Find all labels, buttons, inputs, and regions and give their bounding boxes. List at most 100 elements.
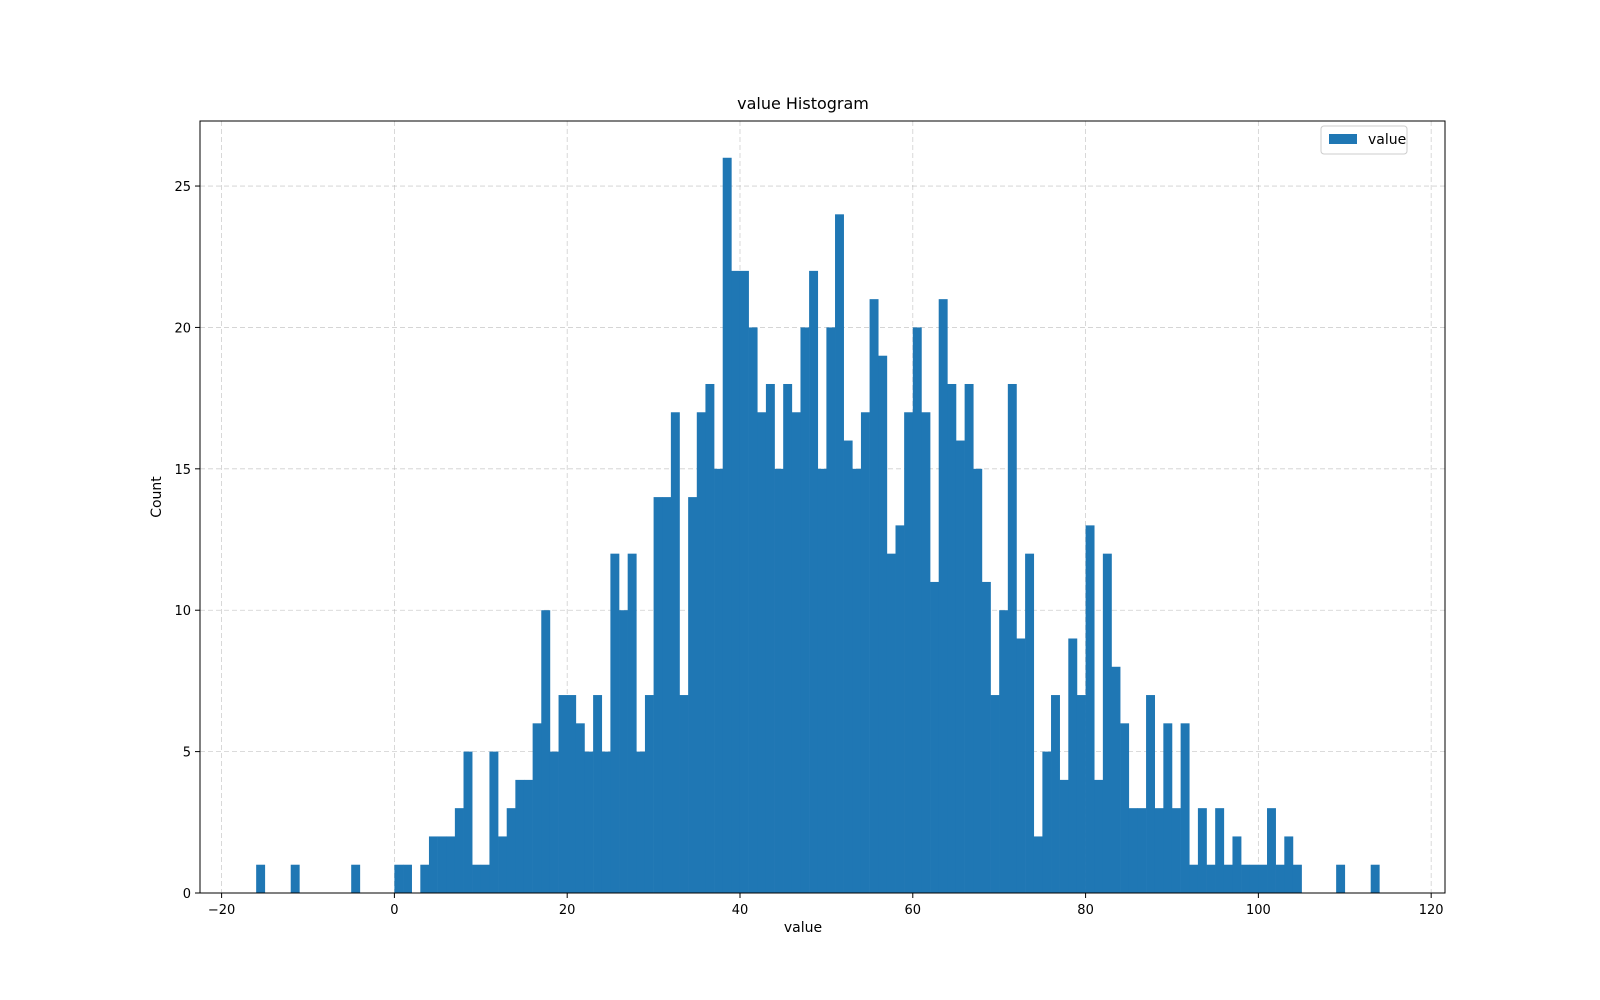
histogram-bar [644,695,654,893]
plot-frame [199,120,1446,894]
histogram-bar [679,695,689,893]
histogram-bar [843,440,853,893]
histogram-bar [567,695,577,893]
histogram-bar [498,836,508,893]
histogram-bar [705,383,715,893]
x-tick-label: 80 [1077,903,1094,918]
y-tick-label: 25 [174,180,191,195]
chart-title: value Histogram [737,94,869,113]
histogram-bar [912,327,922,893]
histogram-bar [454,808,464,893]
histogram-bar [1292,864,1302,893]
histogram-bar [1232,836,1242,893]
histogram-bar [584,751,594,893]
histogram-bar [852,468,862,893]
histogram-bar [696,412,706,893]
histogram-bar [886,553,896,893]
histogram-bar [558,695,568,893]
histogram-bar [619,610,628,893]
x-axis-title: value [784,920,822,936]
histogram-bar [826,327,836,893]
histogram-bar [1197,808,1207,893]
y-tick-label: 5 [183,746,191,761]
histogram-bar [532,723,542,893]
histogram-bar [290,864,300,893]
histogram-bar [1241,864,1251,893]
histogram-bar [999,610,1009,893]
histogram-bar [1128,808,1138,893]
histogram-bar [601,751,611,893]
y-tick-label: 0 [183,887,191,902]
histogram-bar [1085,525,1095,893]
histogram-bar [463,751,473,893]
x-tick-label: 0 [390,903,398,918]
histogram-bar [523,779,533,893]
histogram-bar [722,157,732,893]
histogram-bar [636,751,646,893]
histogram-bar [800,327,810,893]
histogram-bar [1059,779,1069,893]
y-tick-label: 15 [174,463,191,478]
histogram-bar [1215,808,1225,893]
histogram-bar [904,412,914,893]
histogram-bar [1137,808,1147,893]
histogram-bar [714,468,724,893]
histogram-bar [256,864,266,893]
histogram-bar [420,864,430,893]
histogram-bar [506,808,516,893]
histogram-bar [593,695,603,893]
histogram-bar [938,299,948,894]
histogram-bar [869,299,879,894]
histogram-bar [627,553,637,893]
x-tick-label: −20 [208,903,235,918]
histogram-bar [860,412,870,893]
histogram-bar [748,327,758,893]
histogram-bar [921,412,931,893]
x-tick-label: 120 [1419,903,1444,918]
histogram-bar [878,355,888,893]
histogram-bar [981,581,991,893]
histogram-bar [1111,666,1121,893]
histogram-bar [403,864,412,893]
histogram-bar [1102,553,1112,893]
x-tick-label: 40 [732,903,749,918]
histogram-bar [817,468,827,893]
histogram-bar [1249,864,1259,893]
histogram-bar [809,270,819,893]
legend-swatch [1329,134,1357,144]
y-tick-label: 20 [174,321,191,336]
histogram-bar [1267,808,1276,893]
histogram-bar [990,695,1000,893]
histogram-bar [515,779,525,893]
x-tick-label: 100 [1246,903,1271,918]
histogram-bar [791,412,801,893]
histogram-bar [1025,553,1035,893]
histogram-bar [1223,864,1233,893]
histogram-bar [549,751,559,893]
legend-box [1320,125,1408,155]
histogram-bar [964,383,974,893]
histogram-bar [688,497,698,893]
histogram-bar [1154,808,1164,893]
histogram-bars [256,157,1380,894]
histogram-bar [947,383,957,893]
histogram-bar [895,525,905,893]
legend: value [1320,125,1408,155]
histogram-bar [1051,695,1060,893]
histogram-bar [1189,864,1199,893]
histogram-bar [670,412,680,893]
histogram-bar [662,497,672,893]
histogram-bar [1068,638,1078,893]
histogram-bar [1007,383,1017,893]
histogram-bar [739,270,749,893]
histogram-bar [930,581,940,893]
histogram-bar [1336,864,1346,893]
y-tick-label: 10 [174,604,191,619]
histogram-bar [610,553,620,893]
histogram-bar [472,864,482,893]
histogram-bar [774,468,784,893]
histogram-bar [1258,864,1268,893]
histogram-bar [480,864,490,893]
histogram-bar [1120,723,1130,893]
